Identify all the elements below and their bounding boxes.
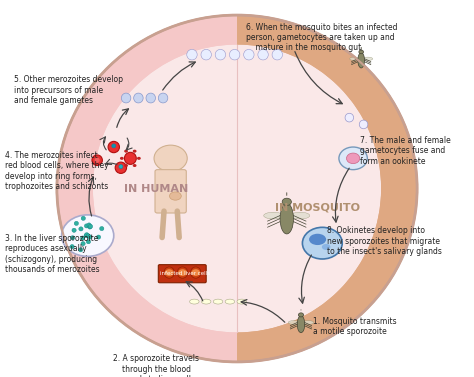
Circle shape [178,269,187,276]
Ellipse shape [146,93,155,103]
Ellipse shape [158,93,168,103]
Text: 7. The male and female
gametocytes fuse and
form an ookinete: 7. The male and female gametocytes fuse … [360,136,451,166]
Circle shape [339,147,367,170]
Ellipse shape [201,299,211,304]
Ellipse shape [225,299,235,304]
Ellipse shape [81,242,85,246]
Ellipse shape [229,49,240,60]
Ellipse shape [215,49,226,60]
PathPatch shape [237,15,417,362]
Ellipse shape [258,49,268,60]
PathPatch shape [237,15,417,362]
Text: 4. The merozoites infect
red blood cells, where they
develop into ring forms,
tr: 4. The merozoites infect red blood cells… [5,151,109,191]
Ellipse shape [359,120,368,129]
Ellipse shape [272,49,283,60]
Ellipse shape [74,221,79,225]
Ellipse shape [79,248,83,252]
Circle shape [62,215,114,256]
Ellipse shape [177,267,188,278]
Circle shape [154,145,187,172]
Ellipse shape [303,321,314,324]
Ellipse shape [119,165,123,169]
Ellipse shape [93,44,381,333]
Circle shape [165,269,173,276]
Ellipse shape [191,267,201,278]
Ellipse shape [72,228,76,232]
Ellipse shape [201,49,211,60]
Ellipse shape [322,244,330,250]
Text: IN HUMAN: IN HUMAN [124,184,189,193]
Ellipse shape [309,234,326,245]
Ellipse shape [87,223,91,227]
Ellipse shape [291,212,310,219]
Circle shape [133,150,137,153]
Ellipse shape [288,321,299,324]
Ellipse shape [96,235,100,239]
Ellipse shape [358,53,365,68]
Ellipse shape [79,227,83,231]
Text: 5. Other merozoites develop
into precursors of male
and female gametes: 5. Other merozoites develop into precurs… [14,75,123,105]
Ellipse shape [84,224,89,228]
FancyBboxPatch shape [155,170,186,213]
Ellipse shape [81,236,85,240]
Circle shape [282,198,292,205]
Ellipse shape [213,299,223,304]
Circle shape [124,164,128,167]
Text: 2. A sporozoite travels
through the blood
vessels to liver cells: 2. A sporozoite travels through the bloo… [113,354,200,377]
Circle shape [191,269,200,276]
PathPatch shape [57,15,237,362]
Circle shape [302,227,342,259]
Ellipse shape [71,236,75,240]
Ellipse shape [264,212,283,219]
Ellipse shape [164,267,174,278]
Ellipse shape [86,240,91,244]
Ellipse shape [70,245,74,249]
Ellipse shape [112,144,116,148]
Text: infected liver cells: infected liver cells [160,271,210,276]
Circle shape [133,164,137,167]
Ellipse shape [81,216,85,221]
Text: 1. Mosquito transmits
a motile sporozoite: 1. Mosquito transmits a motile sporozoit… [313,317,396,336]
Circle shape [120,157,124,160]
Ellipse shape [169,192,181,200]
Ellipse shape [92,155,102,166]
Ellipse shape [350,57,359,60]
Text: IN MOSQUITO: IN MOSQUITO [275,202,360,212]
Ellipse shape [345,113,354,122]
Text: 8. Ookinetes develop into
new sporozoites that migrate
to the insect's salivary : 8. Ookinetes develop into new sporozoite… [327,226,442,256]
Ellipse shape [190,299,199,304]
Circle shape [137,157,141,160]
Ellipse shape [100,227,104,231]
Ellipse shape [363,57,373,60]
Ellipse shape [187,49,197,60]
Ellipse shape [88,235,92,239]
Ellipse shape [115,162,127,173]
Ellipse shape [121,93,131,103]
Ellipse shape [84,234,88,238]
Ellipse shape [86,234,90,238]
Text: 6. When the mosquito bites an infected
person, gametocytes are taken up and
    : 6. When the mosquito bites an infected p… [246,23,398,52]
Circle shape [299,313,303,317]
Ellipse shape [297,316,305,333]
PathPatch shape [57,15,237,362]
Circle shape [346,153,360,164]
Ellipse shape [124,152,137,164]
Ellipse shape [280,204,293,234]
Circle shape [359,50,364,54]
Ellipse shape [88,225,92,229]
Ellipse shape [244,49,254,60]
Ellipse shape [88,224,92,228]
FancyBboxPatch shape [158,265,206,283]
Circle shape [124,150,128,153]
Ellipse shape [84,233,89,237]
Ellipse shape [134,93,143,103]
Ellipse shape [108,141,119,153]
Ellipse shape [237,299,246,304]
Text: 3. In the liver sporozoite
reproduces asexually
(schizogony), producing
thousand: 3. In the liver sporozoite reproduces as… [5,234,100,274]
Ellipse shape [94,158,100,163]
